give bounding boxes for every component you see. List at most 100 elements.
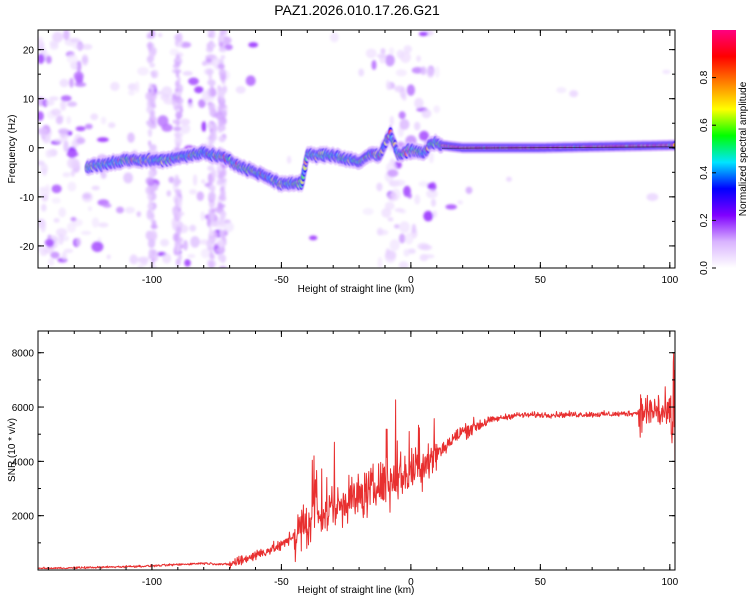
spectrogram-cell — [208, 43, 217, 48]
spectrogram-cell — [80, 230, 92, 235]
spectrogram-cell — [377, 256, 383, 268]
spectrogram-cell — [160, 238, 170, 247]
spectrogram-cell — [174, 69, 182, 74]
spectrogram-cell — [208, 260, 215, 268]
spectrogram-cell — [218, 68, 227, 78]
spectrogram-cell — [123, 172, 133, 184]
spectrogram-cell — [145, 177, 154, 185]
spectrogram-cell — [106, 254, 111, 260]
spectrogram-cell — [74, 82, 87, 87]
spectrogram-cell — [58, 128, 70, 135]
spectrogram-cell — [41, 203, 47, 212]
spectrogram-cell — [380, 48, 386, 55]
spectrogram-cell — [76, 60, 82, 73]
spectrogram-cell — [56, 228, 68, 237]
spectrogram-cell — [44, 238, 55, 247]
spectrogram-frame — [37, 29, 676, 269]
spectrogram-cell — [45, 149, 53, 158]
spectrogram-cell — [174, 61, 181, 67]
spectrogram-cell — [506, 176, 512, 182]
spectrogram-cell — [187, 102, 194, 109]
spectrogram-cell — [431, 198, 436, 207]
spectrogram-cell — [137, 263, 144, 268]
spectrogram-y-tick-label: 10 — [23, 95, 35, 106]
spectrogram-cell — [329, 32, 339, 43]
snr-y-tick-label: 8000 — [12, 349, 35, 360]
spectrogram-cell — [201, 121, 207, 132]
spectrogram-cell — [176, 260, 182, 266]
spectrogram-cell — [62, 172, 71, 178]
spectrogram-cell — [406, 84, 415, 96]
spectrogram-cell — [421, 108, 432, 119]
spectrogram-cell — [63, 30, 70, 41]
spectrogram-cell — [426, 189, 438, 199]
spectrogram-cell — [173, 209, 179, 215]
spectrogram-cell — [217, 238, 225, 248]
spectrogram-cell — [171, 218, 177, 228]
spectrogram-cell — [395, 69, 407, 77]
spectrogram-cell — [217, 254, 223, 260]
spectrogram-cell — [420, 66, 427, 75]
spectrogram-cell — [91, 217, 100, 228]
spectrogram-cell — [209, 30, 216, 39]
colorbar-tick-label: 0.4 — [699, 165, 710, 179]
spectrogram-cell — [149, 62, 156, 68]
spectrogram-cell — [220, 167, 227, 178]
spectrogram-cell — [387, 192, 398, 202]
spectrogram-x-label: Height of straight line (km) — [298, 284, 415, 295]
spectrogram-cell — [70, 158, 81, 169]
spectrogram-cell — [207, 79, 215, 86]
colorbar: 0.0 0.2 0.4 0.6 0.8 Normalized spectral ampl… — [699, 30, 749, 275]
spectrogram-cell — [399, 119, 410, 130]
spectrogram-cell — [381, 207, 392, 218]
spectrogram-cell — [40, 163, 48, 174]
spectrogram-cell — [216, 164, 222, 171]
spectrogram-cell — [151, 71, 157, 79]
spectrogram-cell — [51, 184, 62, 194]
spectrogram-cell — [58, 233, 64, 245]
spectrogram-cell — [411, 223, 417, 234]
spectrogram-cell — [221, 30, 228, 36]
spectrogram-cell — [151, 116, 156, 121]
chart-title: PAZ1.2026.010.17.26.G21 — [274, 2, 440, 18]
spectrogram-cell — [69, 77, 74, 88]
spectrogram-cell — [66, 53, 78, 64]
spectrogram-cell — [166, 190, 172, 197]
spectrogram-cell — [49, 43, 59, 50]
spectrogram-cell — [127, 83, 138, 91]
snr-x-label: Height of straight line (km) — [298, 585, 415, 596]
spectrogram-cell — [235, 86, 246, 94]
spectrogram-x-tick-label: -100 — [142, 275, 162, 286]
spectrogram-cell — [209, 184, 214, 190]
spectrogram-cell — [211, 169, 217, 178]
spectrogram-cell — [211, 133, 215, 141]
spectrogram-cell — [183, 240, 188, 251]
spectrogram-cell — [66, 222, 77, 233]
spectrogram-cell — [150, 224, 158, 229]
snr-plot-area — [38, 331, 675, 570]
spectrogram-cell — [148, 254, 155, 260]
snr-axes: -100 -50 0 50 100 2000 4000 6000 8000 — [12, 331, 679, 588]
spectrogram-cell — [149, 83, 153, 90]
snr-y-tick-label: 4000 — [12, 457, 35, 468]
spectrogram-cell — [108, 122, 116, 129]
spectrogram-cell — [207, 165, 215, 171]
colorbar-label: Normalized spectral amplitude — [738, 81, 749, 216]
spectrogram-cell — [217, 63, 225, 69]
spectrogram-cell — [389, 115, 394, 126]
spectrogram-y-label: Frequency (Hz) — [7, 115, 18, 184]
spectrogram-cell — [148, 238, 156, 249]
spectrogram-cell — [418, 181, 429, 187]
spectrogram-cell — [152, 249, 156, 256]
spectrogram-cell — [182, 71, 193, 76]
snr-x-tick-label: 0 — [408, 577, 414, 588]
spectrogram-cell — [209, 250, 214, 259]
spectrogram-cell — [81, 43, 93, 50]
spectrogram-cell — [217, 95, 221, 102]
spectrogram-cell — [416, 55, 421, 62]
spectrogram-cell — [58, 207, 66, 218]
spectrogram-cell — [210, 220, 218, 227]
spectrogram-cell — [163, 98, 175, 105]
spectrogram-cell — [38, 127, 49, 135]
